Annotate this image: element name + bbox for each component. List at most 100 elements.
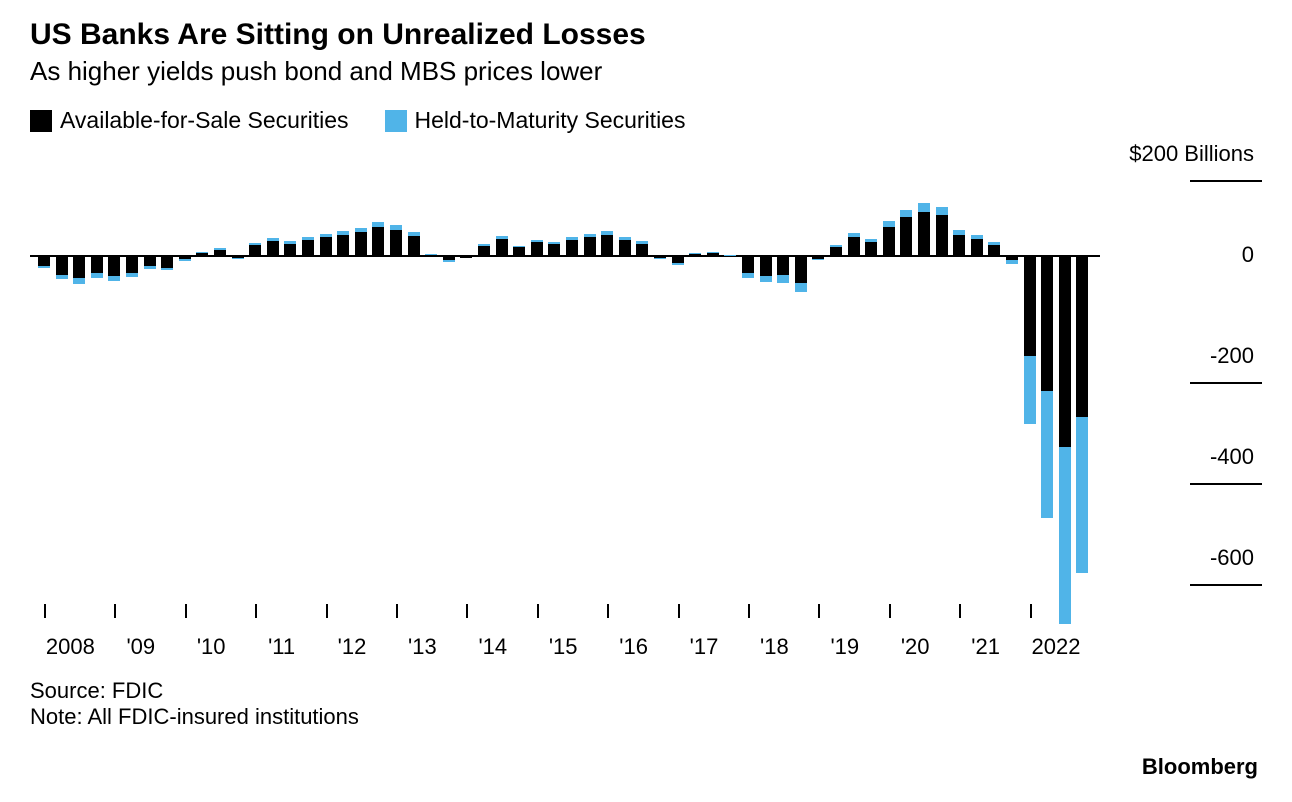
- legend-swatch-htm: [385, 110, 407, 132]
- bar-seg-afs: [355, 232, 367, 255]
- bar-seg-htm: [724, 255, 736, 256]
- bar-seg-afs: [900, 217, 912, 255]
- bar-seg-afs: [108, 255, 120, 276]
- chart-title: US Banks Are Sitting on Unrealized Losse…: [30, 18, 1262, 52]
- bar-seg-afs: [337, 235, 349, 255]
- bar: [918, 154, 930, 634]
- bar: [654, 154, 666, 634]
- bar-seg-htm: [267, 238, 279, 241]
- legend-item-afs: Available-for-Sale Securities: [30, 107, 349, 134]
- bar-seg-htm: [795, 283, 807, 292]
- y-tick-label: -600: [1102, 547, 1262, 569]
- bar: [267, 154, 279, 634]
- bar: [1059, 154, 1071, 634]
- bar-seg-htm: [38, 266, 50, 268]
- x-tick: [959, 604, 961, 618]
- bar: [372, 154, 384, 634]
- bar-seg-afs: [760, 255, 772, 276]
- x-tick: [255, 604, 257, 618]
- bar-seg-htm: [830, 245, 842, 247]
- bar-seg-htm: [73, 278, 85, 284]
- bar-seg-htm: [161, 268, 173, 271]
- bar-seg-htm: [601, 231, 613, 235]
- bar-seg-afs: [936, 215, 948, 255]
- bar-seg-htm: [232, 258, 244, 259]
- bar-seg-afs: [619, 240, 631, 255]
- bar: [971, 154, 983, 634]
- x-tick: [185, 604, 187, 618]
- bar: [425, 154, 437, 634]
- x-tick: [678, 604, 680, 618]
- y-axis: $200 Billions0-200-400-600: [1102, 154, 1262, 634]
- x-tick: [889, 604, 891, 618]
- bar-seg-afs: [372, 227, 384, 255]
- bar: [672, 154, 684, 634]
- bar-seg-htm: [636, 241, 648, 244]
- bar-seg-htm: [496, 236, 508, 239]
- bar-seg-afs: [73, 255, 85, 278]
- bar: [91, 154, 103, 634]
- x-axis: 2008'09'10'11'12'13'14'15'16'17'18'19'20…: [30, 634, 1100, 664]
- x-tick-label: '16: [619, 634, 648, 660]
- bar: [302, 154, 314, 634]
- bar-seg-htm: [654, 258, 666, 259]
- brand-label: Bloomberg: [1142, 754, 1258, 780]
- bar-seg-afs: [320, 237, 332, 255]
- note-line: Note: All FDIC-insured institutions: [30, 704, 1262, 730]
- x-tick-label: '18: [760, 634, 789, 660]
- bar: [865, 154, 877, 634]
- bar: [548, 154, 560, 634]
- plot-area: [30, 154, 1100, 634]
- bar-seg-htm: [196, 252, 208, 253]
- bar-seg-htm: [1076, 417, 1088, 574]
- bar-seg-htm: [320, 234, 332, 237]
- bar-seg-afs: [214, 250, 226, 255]
- y-tick-label: -200: [1102, 345, 1262, 367]
- bar: [513, 154, 525, 634]
- bar-seg-afs: [38, 255, 50, 266]
- bar-seg-afs: [848, 237, 860, 255]
- legend-label-htm: Held-to-Maturity Securities: [415, 107, 686, 134]
- bar-seg-afs: [883, 227, 895, 255]
- bar-seg-htm: [91, 273, 103, 278]
- bar-seg-htm: [584, 234, 596, 237]
- bar: [531, 154, 543, 634]
- chart: $200 Billions0-200-400-600 2008'09'10'11…: [30, 154, 1262, 664]
- bar: [988, 154, 1000, 634]
- bar: [883, 154, 895, 634]
- bar-seg-htm: [249, 243, 261, 245]
- x-tick-label: '13: [408, 634, 437, 660]
- bar-seg-htm: [284, 241, 296, 244]
- bar-seg-htm: [390, 225, 402, 230]
- x-tick-label: '17: [690, 634, 719, 660]
- bar: [355, 154, 367, 634]
- bar-seg-htm: [443, 260, 455, 262]
- bar: [38, 154, 50, 634]
- bar-seg-afs: [689, 254, 701, 256]
- bar: [496, 154, 508, 634]
- bar: [936, 154, 948, 634]
- bar: [249, 154, 261, 634]
- y-tick: $200 Billions: [1102, 154, 1262, 182]
- bar-seg-afs: [971, 239, 983, 255]
- bar-seg-afs: [196, 253, 208, 256]
- y-tick: -600: [1102, 558, 1262, 586]
- bar: [760, 154, 772, 634]
- bar-seg-afs: [408, 236, 420, 255]
- bar: [1024, 154, 1036, 634]
- legend-swatch-afs: [30, 110, 52, 132]
- bar: [1076, 154, 1088, 634]
- bar: [777, 154, 789, 634]
- bar-seg-htm: [179, 259, 191, 261]
- bar-seg-afs: [56, 255, 68, 275]
- bar-seg-afs: [707, 253, 719, 256]
- y-tick-mark: [1190, 382, 1262, 384]
- bar: [443, 154, 455, 634]
- bar-seg-afs: [390, 230, 402, 255]
- bar-seg-htm: [865, 239, 877, 242]
- bar-seg-htm: [883, 221, 895, 227]
- bar-seg-htm: [337, 231, 349, 235]
- x-tick-label: '14: [478, 634, 507, 660]
- bar: [953, 154, 965, 634]
- bar-seg-htm: [619, 237, 631, 240]
